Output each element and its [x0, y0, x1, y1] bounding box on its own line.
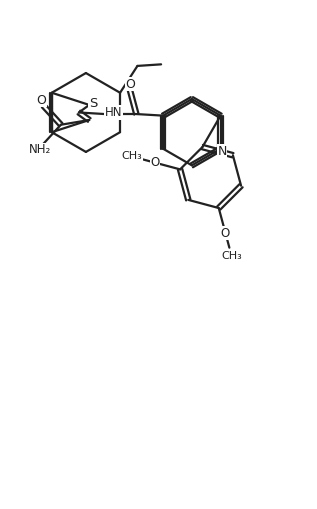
Text: NH₂: NH₂ [29, 144, 51, 156]
Text: HN: HN [105, 106, 122, 119]
Text: CH₃: CH₃ [221, 251, 242, 261]
Text: O: O [221, 227, 230, 240]
Text: O: O [151, 156, 160, 169]
Text: S: S [89, 97, 97, 110]
Text: CH₃: CH₃ [121, 152, 142, 161]
Text: O: O [126, 77, 136, 91]
Text: N: N [217, 145, 227, 158]
Text: O: O [36, 94, 46, 106]
